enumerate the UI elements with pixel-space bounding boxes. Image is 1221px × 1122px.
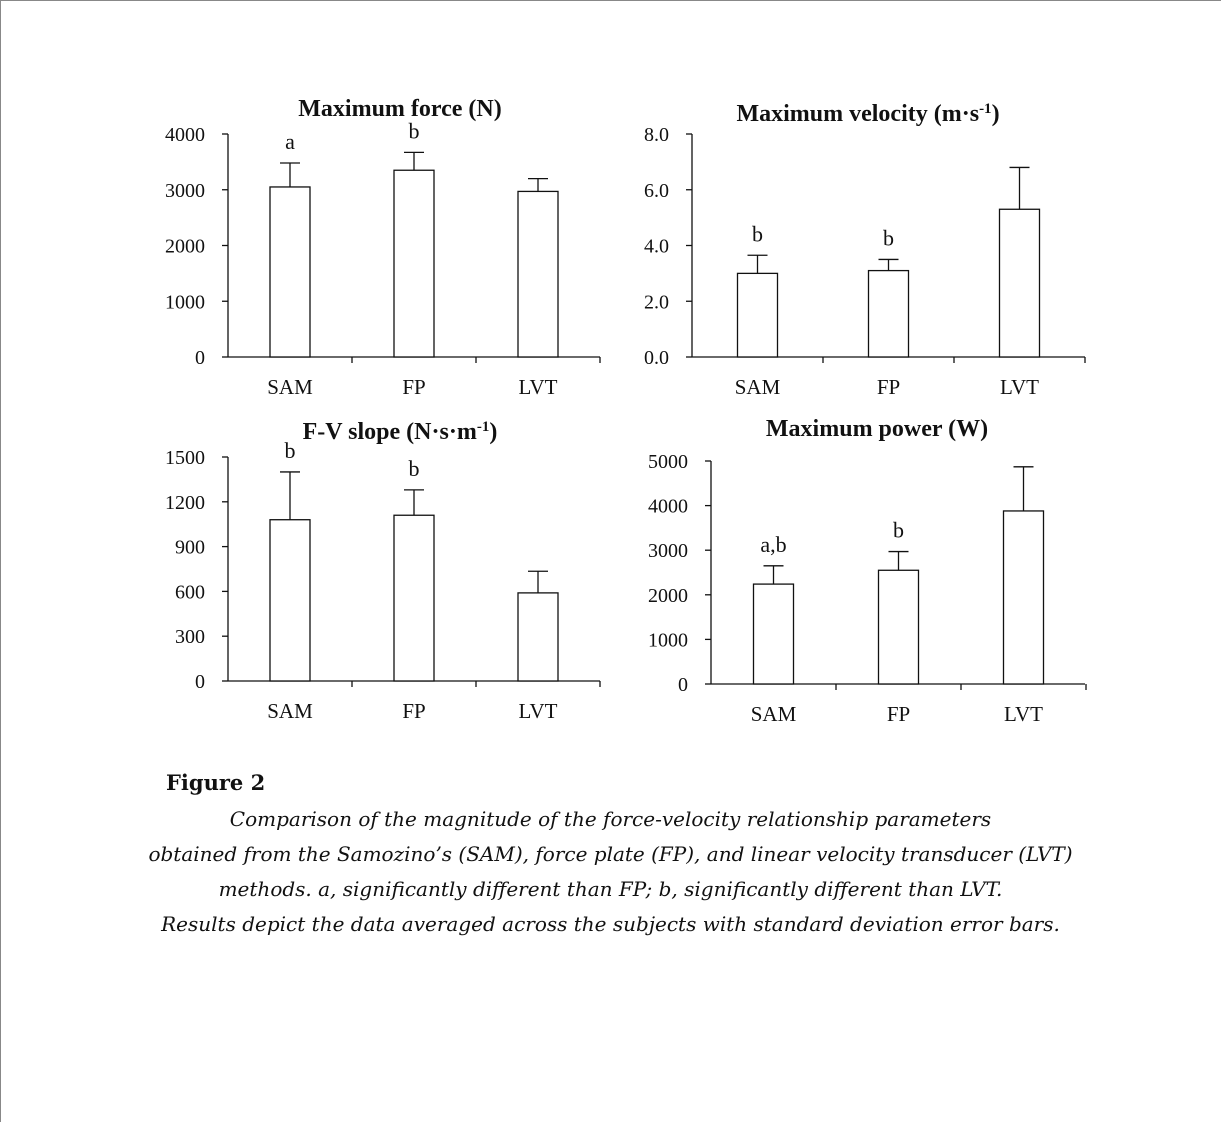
caption-line-1: Comparison of the magnitude of the force… — [229, 807, 992, 831]
chart-4-y-tick-label: 3000 — [648, 540, 688, 562]
chart-4-title: Maximum power (W) — [766, 416, 988, 442]
chart-1-category-label: FP — [402, 375, 425, 399]
chart-1-category-label: SAM — [267, 375, 313, 399]
figure-label: Figure 2 — [166, 770, 266, 795]
chart-3-title: F-V slope (N·s·m-1) — [303, 419, 498, 445]
chart-2-category-label: SAM — [735, 375, 781, 399]
chart-panel-2: Maximum velocity (m·s-1) 0.0 2.0 4.0 6.0 8.0 S… — [644, 101, 1086, 399]
chart-3-bar-sam — [269, 519, 311, 682]
figure-caption: Comparison of the magnitude of the force… — [0, 802, 1221, 942]
chart-4-y-tick-label: 0 — [678, 674, 688, 696]
chart-panel-1: Maximum force (N) 0 1000 2000 3000 4000 SAM a FP… — [165, 96, 601, 399]
caption-line-3: methods. a, significantly different than… — [218, 877, 1003, 901]
chart-1-y-tick-label: 0 — [195, 347, 205, 369]
chart-2-significance-label: b — [883, 225, 894, 250]
chart-4-category-label: LVT — [1004, 702, 1043, 726]
chart-3-significance-label: b — [409, 456, 420, 481]
chart-2-title: Maximum velocity (m·s-1) — [736, 101, 999, 127]
chart-3-category-label: SAM — [267, 699, 313, 723]
chart-3-bar-fp — [393, 514, 435, 682]
chart-2-significance-label: b — [752, 221, 763, 246]
chart-4-category-label: SAM — [751, 702, 797, 726]
chart-1-bar-sam — [269, 186, 311, 358]
chart-panel-3: F-V slope (N·s·m-1) 0 300 600 900 1200 1500 SAM… — [165, 419, 601, 723]
chart-2-y-tick-label: 8.0 — [644, 124, 669, 146]
chart-2-y-tick-label: 2.0 — [644, 291, 669, 313]
chart-3-y-tick-label: 300 — [175, 626, 205, 648]
chart-1-bar-fp — [393, 169, 435, 358]
chart-1-y-tick-label: 3000 — [165, 180, 205, 202]
chart-2-y-tick-label: 6.0 — [644, 180, 669, 202]
chart-4-y-tick-label: 2000 — [648, 585, 688, 607]
chart-1-significance-label: a — [285, 129, 295, 154]
chart-3-y-tick-label: 1200 — [165, 492, 205, 514]
chart-4-significance-label: b — [893, 518, 904, 543]
chart-panel-4: Maximum power (W) 0 1000 2000 3000 4000 5000 SA… — [648, 416, 1087, 726]
chart-3-y-tick-label: 1500 — [165, 447, 205, 469]
chart-2-y-tick-label: 0.0 — [644, 347, 669, 369]
caption-line-2: obtained from the Samozino’s (SAM), forc… — [148, 842, 1073, 866]
chart-4-y-tick-label: 5000 — [648, 451, 688, 473]
chart-4-significance-label: a,b — [760, 532, 786, 557]
chart-2-category-label: LVT — [1000, 375, 1039, 399]
chart-1-significance-label: b — [409, 118, 420, 143]
chart-2-category-label: FP — [877, 375, 900, 399]
chart-1-title: Maximum force (N) — [298, 96, 501, 122]
chart-2-bar-sam — [736, 272, 779, 358]
chart-4-y-tick-label: 4000 — [648, 496, 688, 518]
chart-4-bar-fp — [877, 569, 920, 685]
chart-1-y-tick-label: 1000 — [165, 291, 205, 313]
chart-4-bar-lvt — [1002, 510, 1045, 685]
chart-3-category-label: LVT — [519, 699, 558, 723]
figure-panels: Maximum force (N)01000200030004000SAMaFP… — [165, 96, 1087, 726]
chart-3-y-tick-label: 900 — [175, 537, 205, 559]
chart-1-bar-lvt — [517, 190, 559, 358]
chart-4-y-tick-label: 1000 — [648, 629, 688, 651]
chart-3-significance-label: b — [285, 438, 296, 463]
chart-2-y-tick-label: 4.0 — [644, 236, 669, 258]
chart-1-y-tick-label: 4000 — [165, 124, 205, 146]
chart-1-category-label: LVT — [519, 375, 558, 399]
chart-2-bar-lvt — [998, 208, 1041, 358]
chart-4-category-label: FP — [887, 702, 910, 726]
caption-line-4: Results depict the data averaged across … — [161, 912, 1060, 936]
chart-3-y-tick-label: 0 — [195, 671, 205, 693]
chart-3-y-tick-label: 600 — [175, 581, 205, 603]
chart-2-bar-fp — [867, 269, 910, 358]
chart-4-bar-sam — [752, 583, 795, 685]
chart-3-category-label: FP — [402, 699, 425, 723]
chart-3-bar-lvt — [517, 592, 559, 682]
chart-1-y-tick-label: 2000 — [165, 236, 205, 258]
